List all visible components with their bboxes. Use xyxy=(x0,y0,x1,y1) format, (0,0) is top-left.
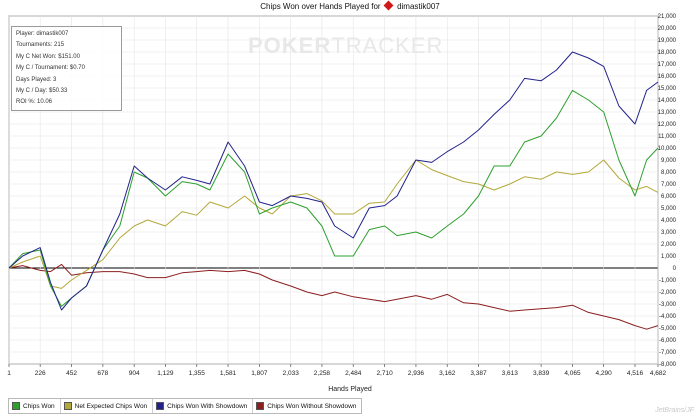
x-tick-label: 2,484 xyxy=(345,370,362,377)
x-tick-label: 904 xyxy=(129,370,140,377)
y-tick-label: 14,000 xyxy=(658,98,677,104)
y-tick-label: -3,000 xyxy=(659,302,677,308)
stat-tournaments: Tournaments: 215 xyxy=(16,42,65,49)
y-tick-label: 19,000 xyxy=(658,38,677,44)
y-tick-label: 2,000 xyxy=(661,242,677,248)
y-tick-label: -4,000 xyxy=(659,314,677,320)
stat-net-won: My C Net Won: $151.00 xyxy=(16,53,80,60)
x-tick-label: 1,581 xyxy=(220,370,237,377)
y-tick-label: 5,000 xyxy=(661,206,677,212)
grid-lines xyxy=(8,15,659,365)
x-tick-label: 2,033 xyxy=(283,370,300,377)
y-tick-label: 8,000 xyxy=(661,170,677,176)
y-tick-label: 17,000 xyxy=(658,62,677,68)
x-tick-label: 226 xyxy=(35,370,46,377)
brand-mark: JetBrains/JF xyxy=(655,407,694,414)
legend-label: Chips Won With Showdown xyxy=(167,402,248,410)
legend-swatch-with-showdown xyxy=(156,402,165,410)
x-tick-label: 4,290 xyxy=(596,370,613,377)
legend-item-without-showdown[interactable]: Chips Won Without Showdown xyxy=(253,399,361,413)
y-tick-label: 11,000 xyxy=(658,134,677,140)
x-tick-label: 1,807 xyxy=(251,370,268,377)
series-lines xyxy=(8,51,659,330)
series-line-net_expected xyxy=(8,159,659,289)
legend-swatch-net-expected xyxy=(63,402,72,410)
x-tick-label: 3,162 xyxy=(439,370,456,377)
y-tick-label: -6,000 xyxy=(659,338,677,344)
y-tick-label: 3,000 xyxy=(661,230,677,236)
x-tick-label: 2,936 xyxy=(408,370,425,377)
stat-player: Player: dimastik007 xyxy=(16,31,69,37)
y-tick-label: 1,000 xyxy=(661,254,677,260)
x-tick-label: 3,387 xyxy=(470,370,487,377)
x-tick-label: 1,355 xyxy=(189,370,206,377)
legend-item-net-expected[interactable]: Net Expected Chips Won xyxy=(61,399,154,413)
chart-legend: Chips Won Net Expected Chips Won Chips W… xyxy=(8,398,363,414)
legend-swatch-chips-won xyxy=(12,402,20,410)
y-tick-label: 21,000 xyxy=(658,14,677,20)
y-tick-label: -1,000 xyxy=(659,278,677,284)
chart-title: Chips Won over Hands Played for dimastik… xyxy=(0,0,700,11)
stat-per-tournament: My C / Tournament: $0.70 xyxy=(16,65,85,72)
axis-ticks: 21,00020,00019,00018,00017,00016,00015,0… xyxy=(7,14,676,377)
y-tick-label: 18,000 xyxy=(658,50,677,56)
legend-label: Chips Won Without Showdown xyxy=(267,402,357,410)
player-stats-box: Player: dimastik007 Tournaments: 215 My … xyxy=(11,26,122,111)
y-tick-label: 6,000 xyxy=(661,194,677,200)
series-line-chips_won xyxy=(8,89,659,307)
y-tick-label: 9,000 xyxy=(661,158,677,164)
y-tick-label: 13,000 xyxy=(658,110,677,116)
y-tick-label: 10,000 xyxy=(658,146,677,152)
chart-title-player: dimastik007 xyxy=(397,2,440,11)
pokertracker-watermark: POKERTRACKER xyxy=(248,33,443,59)
y-tick-label: -2,000 xyxy=(659,290,677,296)
watermark-light: TRACKER xyxy=(331,33,444,58)
y-tick-label: 12,000 xyxy=(658,122,677,128)
legend-item-chips-won[interactable]: Chips Won xyxy=(9,399,61,413)
x-tick-label: 678 xyxy=(97,370,108,377)
x-tick-label: 3,613 xyxy=(502,370,519,377)
x-tick-label: 1,129 xyxy=(157,370,174,377)
x-tick-label: 3,839 xyxy=(533,370,550,377)
y-tick-label: 16,000 xyxy=(658,74,677,80)
stat-per-day: My C / Day: $50.33 xyxy=(16,88,68,95)
y-tick-label: 20,000 xyxy=(658,26,677,32)
x-tick-label: 2,710 xyxy=(376,370,393,377)
y-tick-label: 4,000 xyxy=(661,218,677,224)
stat-days-played: Days Played: 3 xyxy=(16,76,57,83)
x-axis-label: Hands Played xyxy=(328,386,372,393)
series-line-with_showdown xyxy=(8,51,659,311)
y-tick-label: 15,000 xyxy=(658,86,677,92)
y-tick-label: 0 xyxy=(673,266,677,272)
x-tick-label: 4,065 xyxy=(564,370,581,377)
legend-item-with-showdown[interactable]: Chips Won With Showdown xyxy=(153,399,254,413)
x-tick-label: 1 xyxy=(7,370,11,377)
series-line-without_showdown xyxy=(8,263,659,330)
y-tick-label: -5,000 xyxy=(659,326,677,332)
y-tick-label: 7,000 xyxy=(661,182,677,188)
legend-label: Chips Won xyxy=(23,402,55,410)
chart-title-text: Chips Won over Hands Played for xyxy=(260,2,381,11)
legend-swatch-without-showdown xyxy=(256,402,265,410)
player-diamond-icon xyxy=(383,0,394,11)
x-tick-label: 4,682 xyxy=(650,370,667,377)
x-tick-label: 452 xyxy=(66,370,77,377)
watermark-bold: POKER xyxy=(248,33,332,58)
y-tick-label: -7,000 xyxy=(659,350,677,356)
stat-roi: ROI %: 10.06 xyxy=(16,99,53,106)
y-tick-label: -8,000 xyxy=(659,362,677,368)
legend-label: Net Expected Chips Won xyxy=(74,402,148,410)
x-tick-label: 2,258 xyxy=(314,370,331,377)
x-tick-label: 4,516 xyxy=(627,370,644,377)
